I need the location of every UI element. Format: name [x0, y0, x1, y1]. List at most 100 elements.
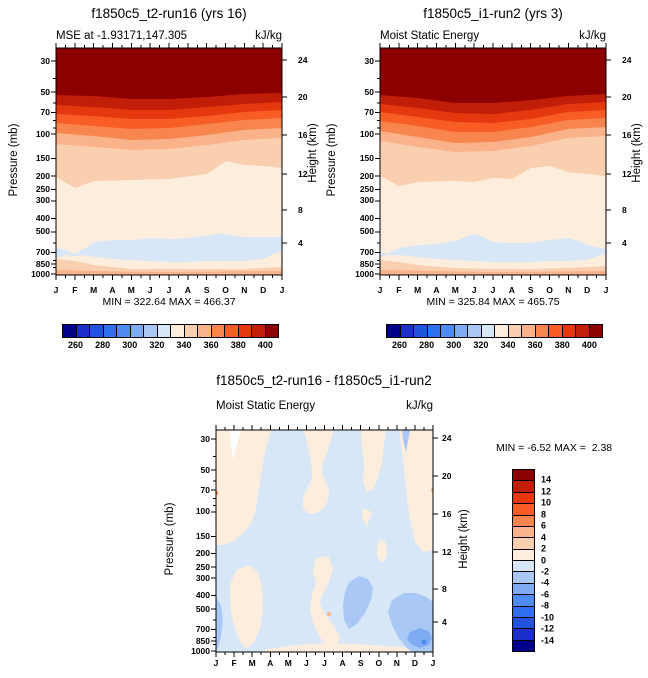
panel2-subtitle: Moist Static Energy	[380, 30, 480, 42]
panel3-ticks	[211, 425, 438, 657]
tick-label: 30	[200, 433, 210, 444]
panel1-month-axis: J F M A M J J A S O N D J	[53, 285, 285, 296]
panel3-subtitle-row: Moist Static Energy kJ/kg	[216, 400, 433, 412]
colorbar-cell	[513, 629, 534, 641]
tick-label: 250	[359, 184, 374, 194]
tick-label: F	[72, 285, 78, 295]
tick-label: J	[490, 285, 496, 295]
tick-label: 1000	[31, 268, 50, 279]
colorbar-cell	[184, 325, 198, 337]
tick-label: J	[603, 285, 609, 295]
colorbar-cell	[63, 325, 77, 337]
colorbar-cell	[238, 325, 252, 337]
tick-label: 700	[359, 247, 374, 257]
tick-label: 24	[298, 54, 308, 65]
panel1-colorbar	[62, 324, 279, 338]
tick-label: 400	[581, 340, 597, 350]
tick-label: 500	[195, 603, 210, 614]
panel3-pressure-axis: 30 50 70 100 150 200 250 300 400 500 700…	[186, 430, 212, 655]
panel2-units: kJ/kg	[579, 30, 606, 42]
tick-label: -12	[541, 623, 555, 634]
tick-label: A	[508, 285, 515, 295]
colorbar-cell	[513, 549, 534, 561]
tick-label: M	[90, 285, 98, 295]
tick-label: 50	[364, 86, 374, 97]
tick-label: 20	[622, 91, 632, 102]
colorbar-cell	[513, 617, 534, 630]
tick-label: J	[53, 285, 59, 295]
tick-label: 200	[35, 170, 50, 181]
tick-label: 700	[195, 624, 210, 634]
tick-label: 70	[364, 107, 374, 117]
colorbar-cell	[513, 606, 534, 618]
colorbar-cell	[589, 325, 602, 337]
tick-label: 0	[541, 555, 547, 565]
colorbar-cell	[252, 325, 266, 337]
tick-label: A	[433, 285, 440, 295]
tick-label: S	[357, 658, 364, 668]
colorbar-cell	[400, 325, 414, 337]
panel3-plot	[211, 425, 438, 657]
tick-label: 260	[68, 340, 84, 350]
tick-label: J	[279, 285, 285, 295]
tick-label: N	[393, 658, 400, 668]
tick-label: 300	[195, 572, 210, 583]
tick-label: 340	[500, 340, 516, 350]
tick-label: 24	[442, 432, 452, 443]
tick-label: 400	[359, 213, 374, 223]
panel3-height-axis-title: Height (km)	[458, 509, 470, 569]
tick-label: J	[147, 285, 153, 295]
colorbar-cell	[225, 325, 239, 337]
tick-label: M	[127, 285, 135, 295]
colorbar-cell	[549, 325, 563, 337]
tick-label: 100	[195, 506, 210, 516]
colorbar-cell	[495, 325, 509, 337]
tick-label: M	[248, 658, 256, 668]
colorbar-cell	[171, 325, 185, 337]
panel3-contour-field	[216, 430, 433, 652]
colorbar-cell	[130, 325, 144, 337]
colorbar-cell	[454, 325, 468, 337]
colorbar-cell	[387, 325, 401, 337]
tick-label: 850	[359, 258, 374, 269]
tick-label: N	[241, 285, 248, 295]
colorbar-cell	[513, 640, 534, 651]
tick-label: 500	[359, 226, 374, 236]
colorbar-cell	[513, 470, 534, 482]
tick-label: O	[222, 285, 229, 295]
colorbar-cell	[103, 325, 117, 337]
colorbar-cell	[481, 325, 495, 337]
tick-label: 700	[35, 247, 50, 257]
tick-label: 100	[35, 128, 50, 139]
tick-label: 260	[392, 340, 408, 350]
tick-label: D	[411, 658, 418, 668]
panel2-plot	[375, 43, 611, 280]
tick-label: -14	[541, 635, 555, 646]
tick-label: 380	[230, 340, 246, 350]
tick-label: J	[377, 285, 383, 295]
panel1-pressure-axis: 30 50 70 100 150 200 250 300 400 500 700…	[26, 48, 52, 278]
tick-label: A	[109, 285, 116, 295]
tick-label: 50	[200, 464, 210, 475]
colorbar-cell	[513, 504, 534, 516]
colorbar-cell	[468, 325, 482, 337]
panel3-height-axis: 24 20 16 12 8 4	[438, 430, 460, 652]
tick-label: O	[375, 658, 383, 668]
panel3-colorbar	[512, 469, 535, 652]
tick-label: J	[213, 658, 219, 668]
tick-label: 12	[541, 486, 552, 497]
colorbar-cell	[427, 325, 441, 337]
tick-label: J	[471, 285, 477, 295]
colorbar-cell	[117, 325, 131, 337]
colorbar-cell	[144, 325, 158, 337]
tick-label: -6	[541, 589, 550, 600]
panel2-minmax: MIN = 325.84 MAX = 465.75	[426, 296, 560, 308]
tick-label: 200	[195, 548, 210, 558]
colorbar-cell	[513, 583, 534, 596]
tick-label: 360	[203, 340, 219, 350]
panel2-subtitle-row: Moist Static Energy kJ/kg	[380, 30, 606, 42]
tick-label: 4	[541, 532, 547, 543]
tick-label: 12	[442, 546, 452, 557]
tick-label: A	[339, 658, 346, 668]
